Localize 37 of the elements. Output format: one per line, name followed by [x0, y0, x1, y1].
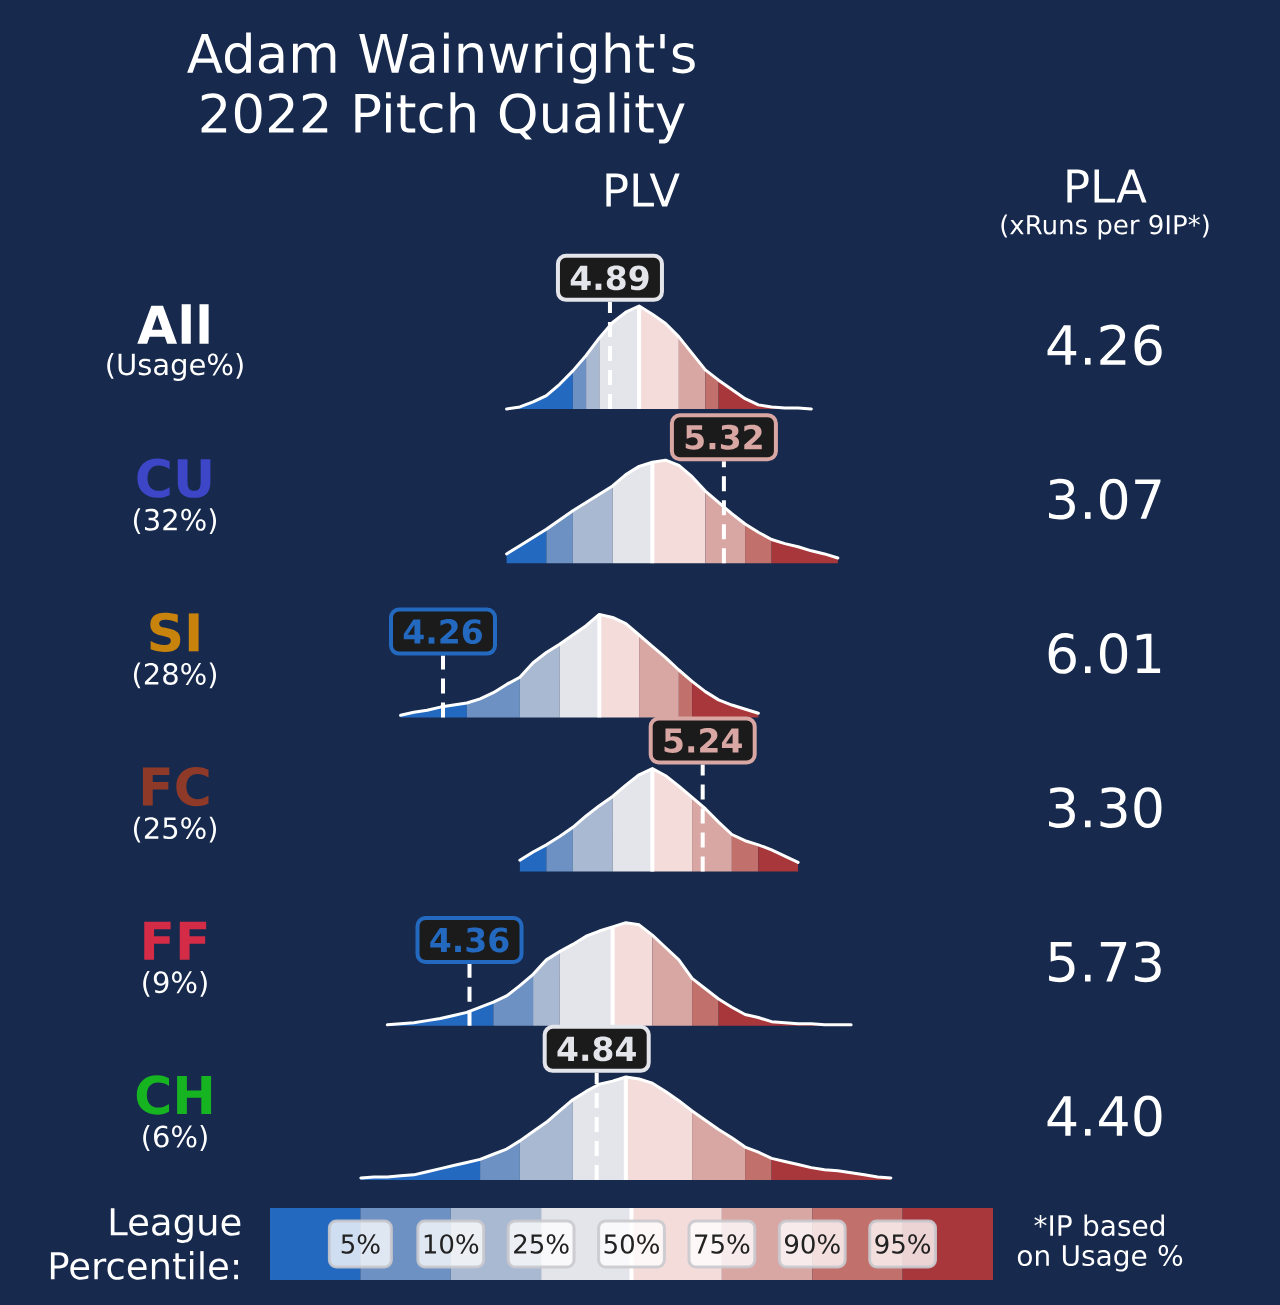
text: League Percentile:	[50, 1208, 241, 1280]
text: (6%)	[143, 1125, 207, 1151]
category-label: SI	[150, 612, 199, 653]
text: 25%	[514, 1234, 569, 1254]
text: 5.73	[1049, 941, 1161, 983]
text: 3.30	[1049, 787, 1162, 829]
category-label: FF	[144, 921, 207, 960]
text: 4.84	[557, 1036, 636, 1062]
category-label: CH	[136, 1075, 212, 1115]
text: Adam Wainwright's 2022 Pitch Quality	[187, 32, 695, 144]
category-label: FC	[142, 766, 209, 807]
annotation: 4.26	[403, 619, 482, 645]
text: 4.26	[1047, 324, 1162, 366]
text: 3.07	[1049, 478, 1161, 520]
text: *IP based on Usage %	[1017, 1214, 1183, 1272]
text: (25%)	[133, 816, 217, 843]
text: 5%	[341, 1234, 380, 1254]
text: 4.89	[570, 265, 649, 291]
text: 4.40	[1047, 1095, 1162, 1137]
text: 6.01	[1048, 632, 1161, 674]
text: (32%)	[133, 508, 217, 535]
text: 5.32	[685, 424, 762, 450]
text: (9%)	[143, 970, 207, 997]
text: (xRuns per 9IP*)	[1001, 214, 1209, 240]
annotation: 4.36	[430, 927, 509, 953]
text: 5.24	[664, 728, 742, 753]
text: 75%	[695, 1234, 750, 1254]
text: 10%	[424, 1234, 479, 1254]
category-label: All	[137, 304, 209, 344]
text: 50%	[604, 1234, 659, 1254]
text: 90%	[784, 1234, 840, 1254]
category-label: CU	[137, 458, 211, 498]
text: (28%)	[133, 662, 217, 689]
text: (Usage%)	[107, 352, 243, 382]
text: 95%	[875, 1234, 931, 1254]
text: PLA	[1067, 169, 1147, 203]
chart-title: PLV	[606, 173, 680, 207]
